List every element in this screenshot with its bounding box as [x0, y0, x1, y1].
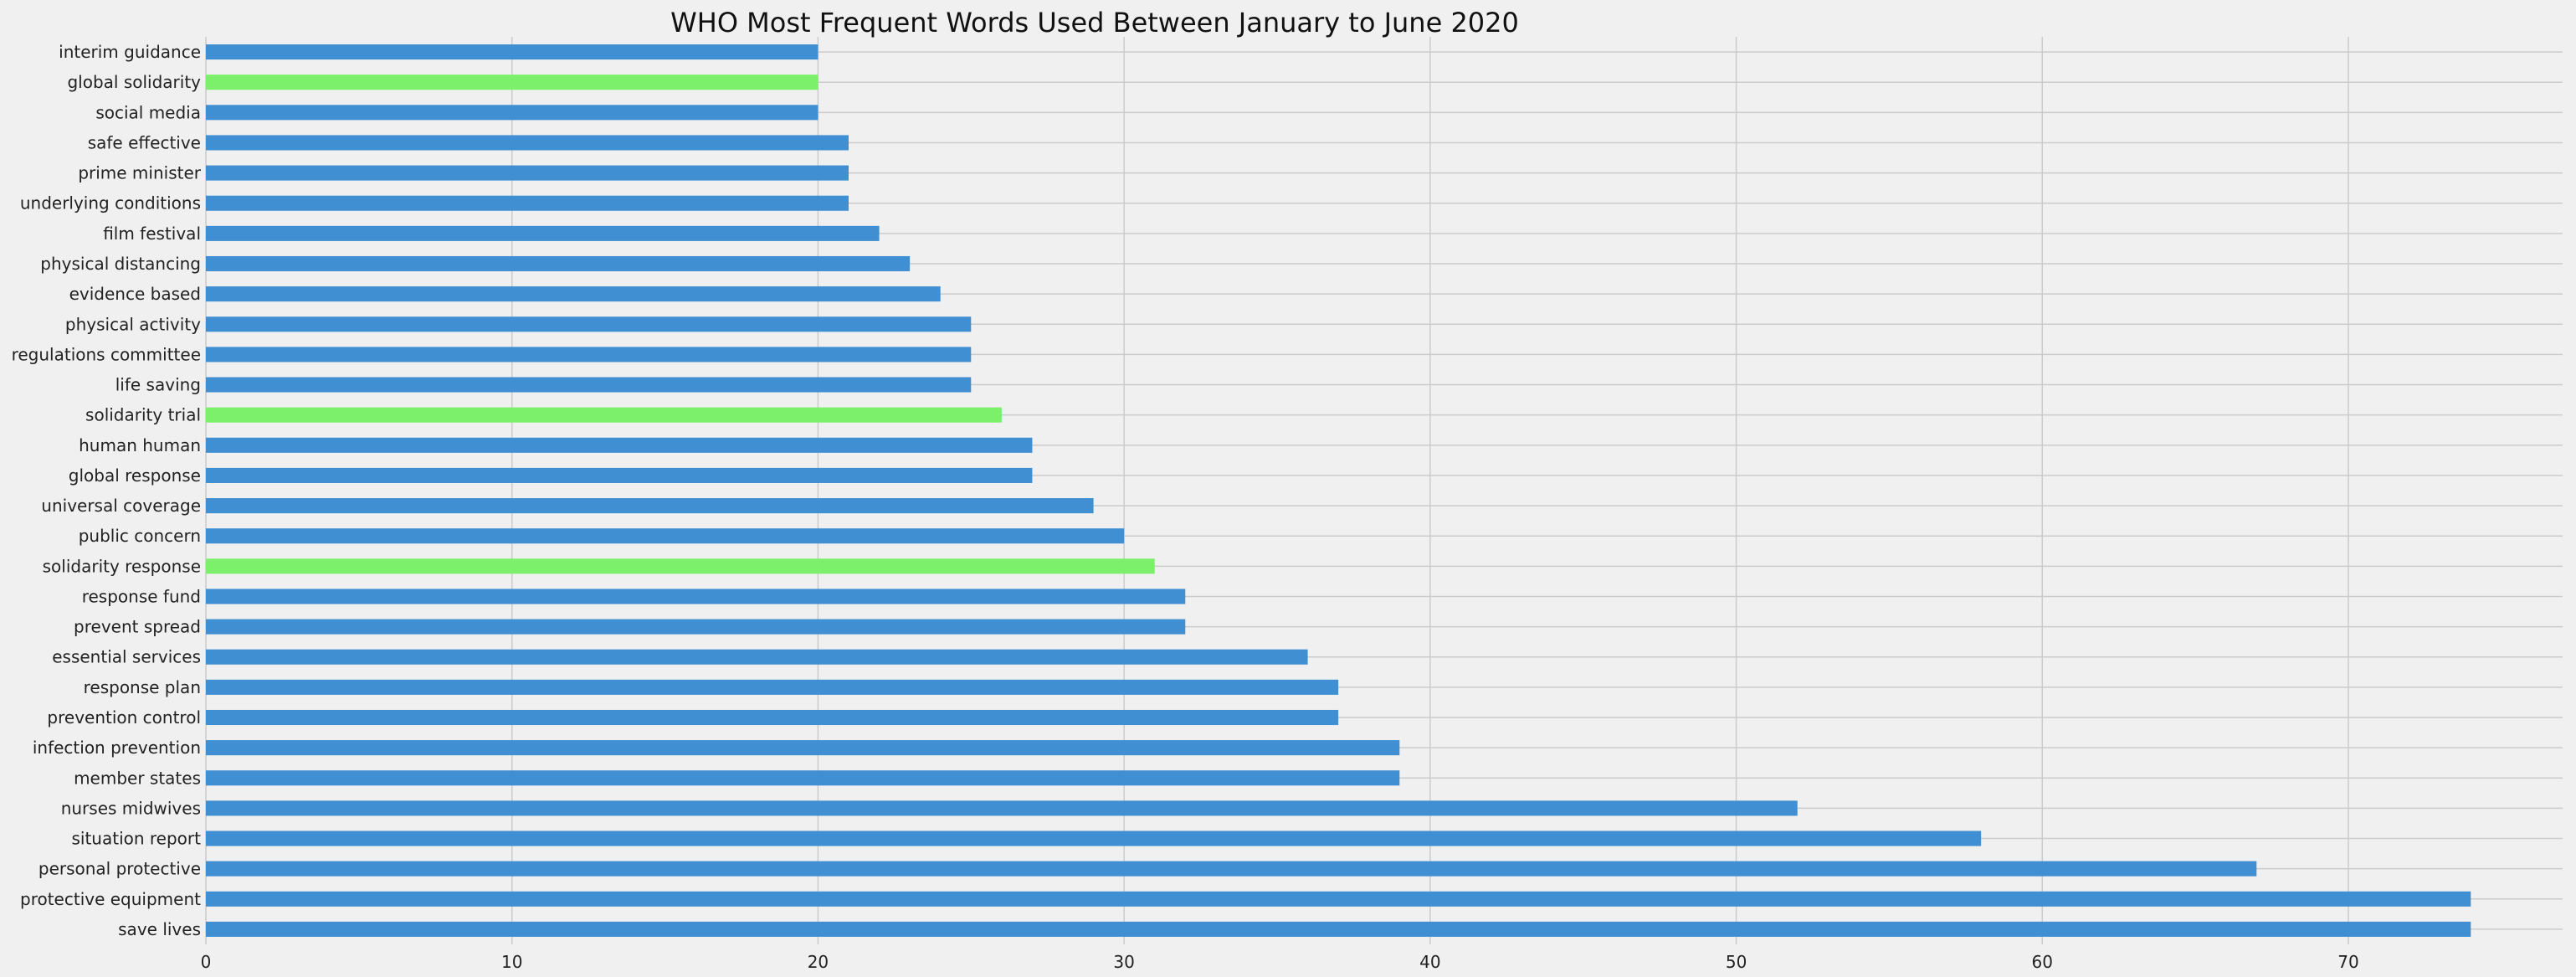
x-tick-label: 40	[1419, 952, 1440, 972]
bar	[206, 619, 1186, 635]
bar	[206, 255, 911, 272]
bar	[206, 195, 849, 211]
category-label: safe effective	[88, 132, 201, 152]
bar	[206, 921, 2471, 937]
category-label: life saving	[115, 375, 201, 395]
category-label: prevent spread	[74, 617, 201, 637]
x-tick-label: 0	[201, 952, 212, 972]
x-tick-label: 30	[1113, 952, 1134, 972]
bar	[206, 649, 1308, 665]
bar	[206, 75, 818, 90]
bar	[206, 44, 818, 60]
bar	[206, 528, 1125, 544]
category-label: physical activity	[65, 314, 201, 334]
category-label: interim guidance	[59, 42, 201, 62]
category-label: solidarity response	[43, 556, 201, 576]
bar	[206, 437, 1033, 453]
bar	[206, 165, 849, 181]
category-label: social media	[95, 102, 201, 122]
bar	[206, 498, 1094, 514]
category-label: infection prevention	[33, 738, 201, 758]
bar	[206, 800, 1798, 816]
bar	[206, 861, 2257, 877]
category-label: regulations committee	[12, 344, 201, 364]
category-label: physical distancing	[40, 254, 201, 274]
bar	[206, 740, 1400, 756]
bar	[206, 135, 849, 151]
bar	[206, 377, 972, 393]
category-label: film festival	[103, 224, 201, 244]
bar	[206, 467, 1033, 483]
bar	[206, 589, 1186, 604]
category-label: underlying conditions	[20, 193, 201, 213]
category-label: save lives	[118, 919, 201, 939]
bar	[206, 891, 2471, 907]
category-labels: save lives protective equipment personal p…	[12, 42, 202, 939]
bar	[206, 225, 880, 241]
category-label: prevention control	[47, 707, 201, 728]
category-label: essential services	[52, 647, 201, 667]
category-label: human human	[79, 435, 201, 455]
x-tick-label: 20	[808, 952, 829, 972]
category-label: member states	[74, 768, 201, 788]
category-label: solidarity trial	[85, 405, 201, 425]
category-label: public concern	[79, 526, 201, 546]
category-label: universal coverage	[41, 496, 201, 516]
x-tick-label: 60	[2032, 952, 2053, 972]
bar	[206, 347, 972, 363]
category-label: nurses midwives	[61, 798, 201, 818]
category-label: response fund	[82, 586, 201, 606]
category-label: personal protective	[38, 859, 201, 879]
bar	[206, 679, 1339, 695]
bar	[206, 286, 941, 302]
category-label: global response	[69, 465, 201, 486]
bar	[206, 407, 1002, 423]
bar	[206, 830, 1982, 846]
bars	[206, 44, 2471, 937]
bar	[206, 709, 1339, 726]
x-tick-label: 70	[2337, 952, 2358, 972]
bar	[206, 105, 818, 121]
chart-title: WHO Most Frequent Words Used Between Jan…	[670, 7, 1519, 39]
x-tick-label: 50	[1726, 952, 1747, 972]
category-label: global solidarity	[67, 72, 201, 92]
bar	[206, 316, 972, 332]
bar	[206, 770, 1400, 786]
category-label: evidence based	[69, 284, 201, 304]
category-label: protective equipment	[20, 889, 201, 909]
category-label: situation report	[71, 829, 201, 849]
bar	[206, 558, 1155, 574]
x-tick-label: 10	[501, 952, 522, 972]
category-label: response plan	[84, 677, 201, 697]
category-label: prime minister	[78, 163, 201, 183]
x-tick-labels: 0 10 20 30 40 50 60 70	[201, 952, 2359, 972]
